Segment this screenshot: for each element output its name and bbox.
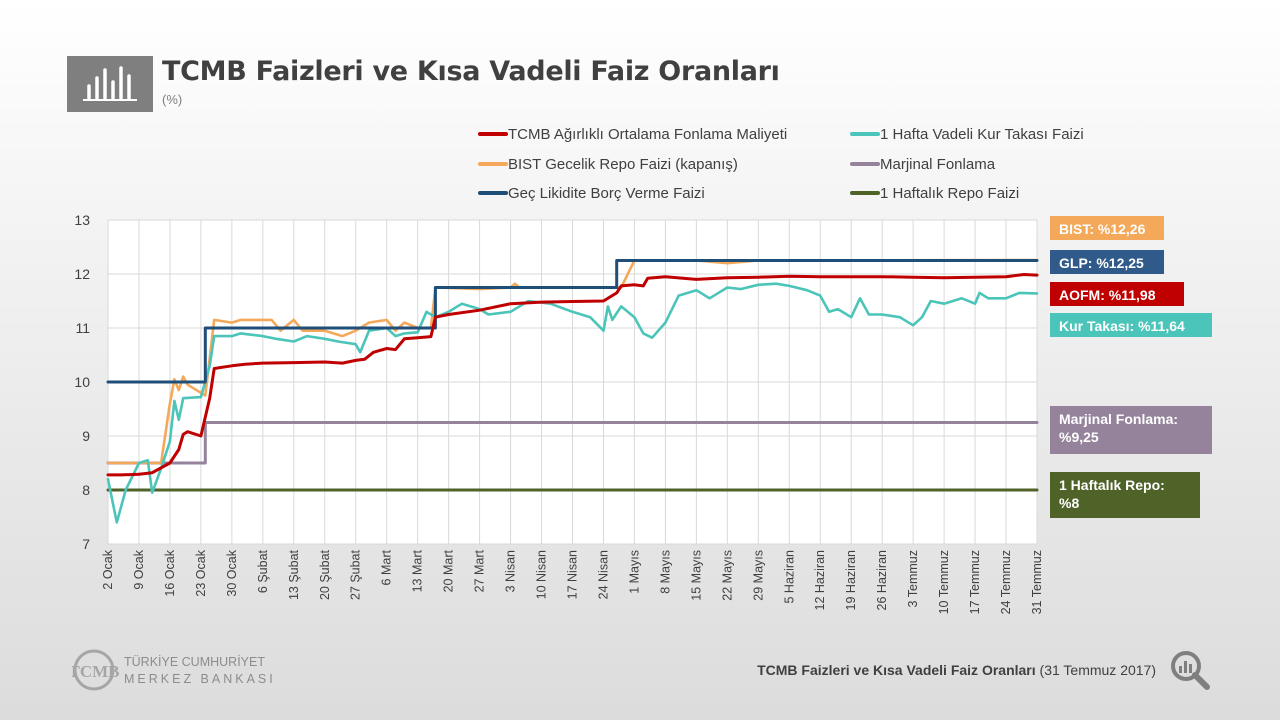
callout-marjinal-line2: %9,25 (1059, 429, 1099, 445)
y-tick-label: 12 (74, 266, 90, 282)
legend-label-bist: BIST Gecelik Repo Faizi (kapanış) (508, 156, 738, 173)
callout-repo: 1 Haftalık Repo: %8 (1050, 472, 1200, 518)
y-tick-label: 8 (82, 482, 90, 498)
legend-label-repo: 1 Haftalık Repo Faizi (880, 185, 1019, 202)
legend-label-aofm: TCMB Ağırlıklı Ortalama Fonlama Maliyeti (508, 126, 787, 143)
tcmb-logo: TCMB TÜRKİYE CUMHURİYET MERKEZ BANKASI (69, 646, 302, 699)
callout-bist: BIST: %12,26 (1050, 216, 1164, 240)
x-tick-label: 27 Mart (473, 549, 487, 592)
x-tick-label: 3 Temmuz (906, 550, 920, 607)
legend-label-kur: 1 Hafta Vadeli Kur Takası Faizi (880, 126, 1084, 143)
bar-chart-icon (67, 56, 153, 112)
callout-kur: Kur Takası: %11,64 (1050, 313, 1212, 337)
footer-caption-title: TCMB Faizleri ve Kısa Vadeli Faiz Oranla… (757, 662, 1036, 678)
logo-line2: MERKEZ BANKASI (124, 672, 276, 686)
x-tick-label: 20 Mart (442, 549, 456, 592)
x-tick-label: 9 Ocak (132, 549, 146, 589)
x-tick-label: 29 Mayıs (751, 550, 765, 601)
x-tick-label: 10 Temmuz (937, 550, 951, 614)
x-tick-label: 24 Temmuz (999, 550, 1013, 614)
x-tick-label: 2 Ocak (101, 549, 115, 589)
x-tick-label: 5 Haziran (782, 550, 796, 604)
x-tick-label: 15 Mayıs (689, 550, 703, 601)
callout-repo-line1: 1 Haftalık Repo: (1059, 477, 1165, 493)
x-tick-label: 30 Ocak (225, 549, 239, 596)
x-tick-label: 13 Mart (411, 549, 425, 592)
y-tick-label: 9 (82, 428, 90, 444)
x-tick-label: 17 Temmuz (968, 550, 982, 614)
x-tick-label: 8 Mayıs (658, 550, 672, 594)
y-tick-label: 11 (75, 320, 90, 336)
series-line-aofm (106, 273, 1039, 477)
x-tick-label: 13 Şubat (287, 549, 301, 600)
x-tick-label: 17 Nisan (566, 550, 580, 599)
logo-mark: TCMB (72, 662, 120, 681)
y-tick-label: 13 (74, 212, 90, 228)
x-tick-label: 26 Haziran (875, 550, 889, 610)
callout-repo-line2: %8 (1059, 495, 1080, 511)
x-tick-label: 16 Ocak (163, 549, 177, 596)
y-tick-label: 10 (74, 374, 90, 390)
series-line-kur (106, 282, 1039, 524)
legend-label-marjinal: Marjinal Fonlama (880, 156, 996, 173)
x-tick-label: 23 Ocak (194, 549, 208, 596)
legend-label-glp: Geç Likidite Borç Verme Faizi (508, 185, 705, 202)
page-subtitle: (%) (162, 92, 183, 107)
x-tick-label: 10 Nisan (535, 550, 549, 599)
series-line-glp (106, 259, 1039, 384)
logo-line1: TÜRKİYE CUMHURİYET (124, 655, 265, 669)
x-tick-label: 27 Şubat (349, 549, 363, 600)
x-tick-label: 20 Şubat (318, 549, 332, 600)
y-tick-label: 7 (82, 536, 90, 552)
footer-caption: TCMB Faizleri ve Kısa Vadeli Faiz Oranla… (757, 662, 1156, 678)
x-tick-label: 1 Mayıs (627, 550, 641, 594)
x-tick-label: 24 Nisan (596, 550, 610, 599)
callout-marjinal-line1: Marjinal Fonlama: (1059, 411, 1179, 427)
callout-marjinal: Marjinal Fonlama: %9,25 (1050, 406, 1212, 454)
magnifier-chart-icon (1168, 648, 1212, 697)
x-tick-label: 3 Nisan (504, 550, 518, 592)
callout-glp: GLP: %12,25 (1050, 250, 1164, 274)
x-tick-label: 31 Temmuz (1030, 550, 1044, 614)
x-tick-label: 22 Mayıs (720, 550, 734, 601)
x-tick-label: 6 Şubat (256, 549, 270, 593)
x-tick-label: 19 Haziran (844, 550, 858, 610)
x-tick-label: 6 Mart (380, 549, 394, 585)
footer-caption-date: (31 Temmuz 2017) (1039, 662, 1156, 678)
x-tick-label: 12 Haziran (813, 550, 827, 610)
callout-aofm: AOFM: %11,98 (1050, 282, 1184, 306)
page-title: TCMB Faizleri ve Kısa Vadeli Faiz Oranla… (162, 56, 780, 87)
